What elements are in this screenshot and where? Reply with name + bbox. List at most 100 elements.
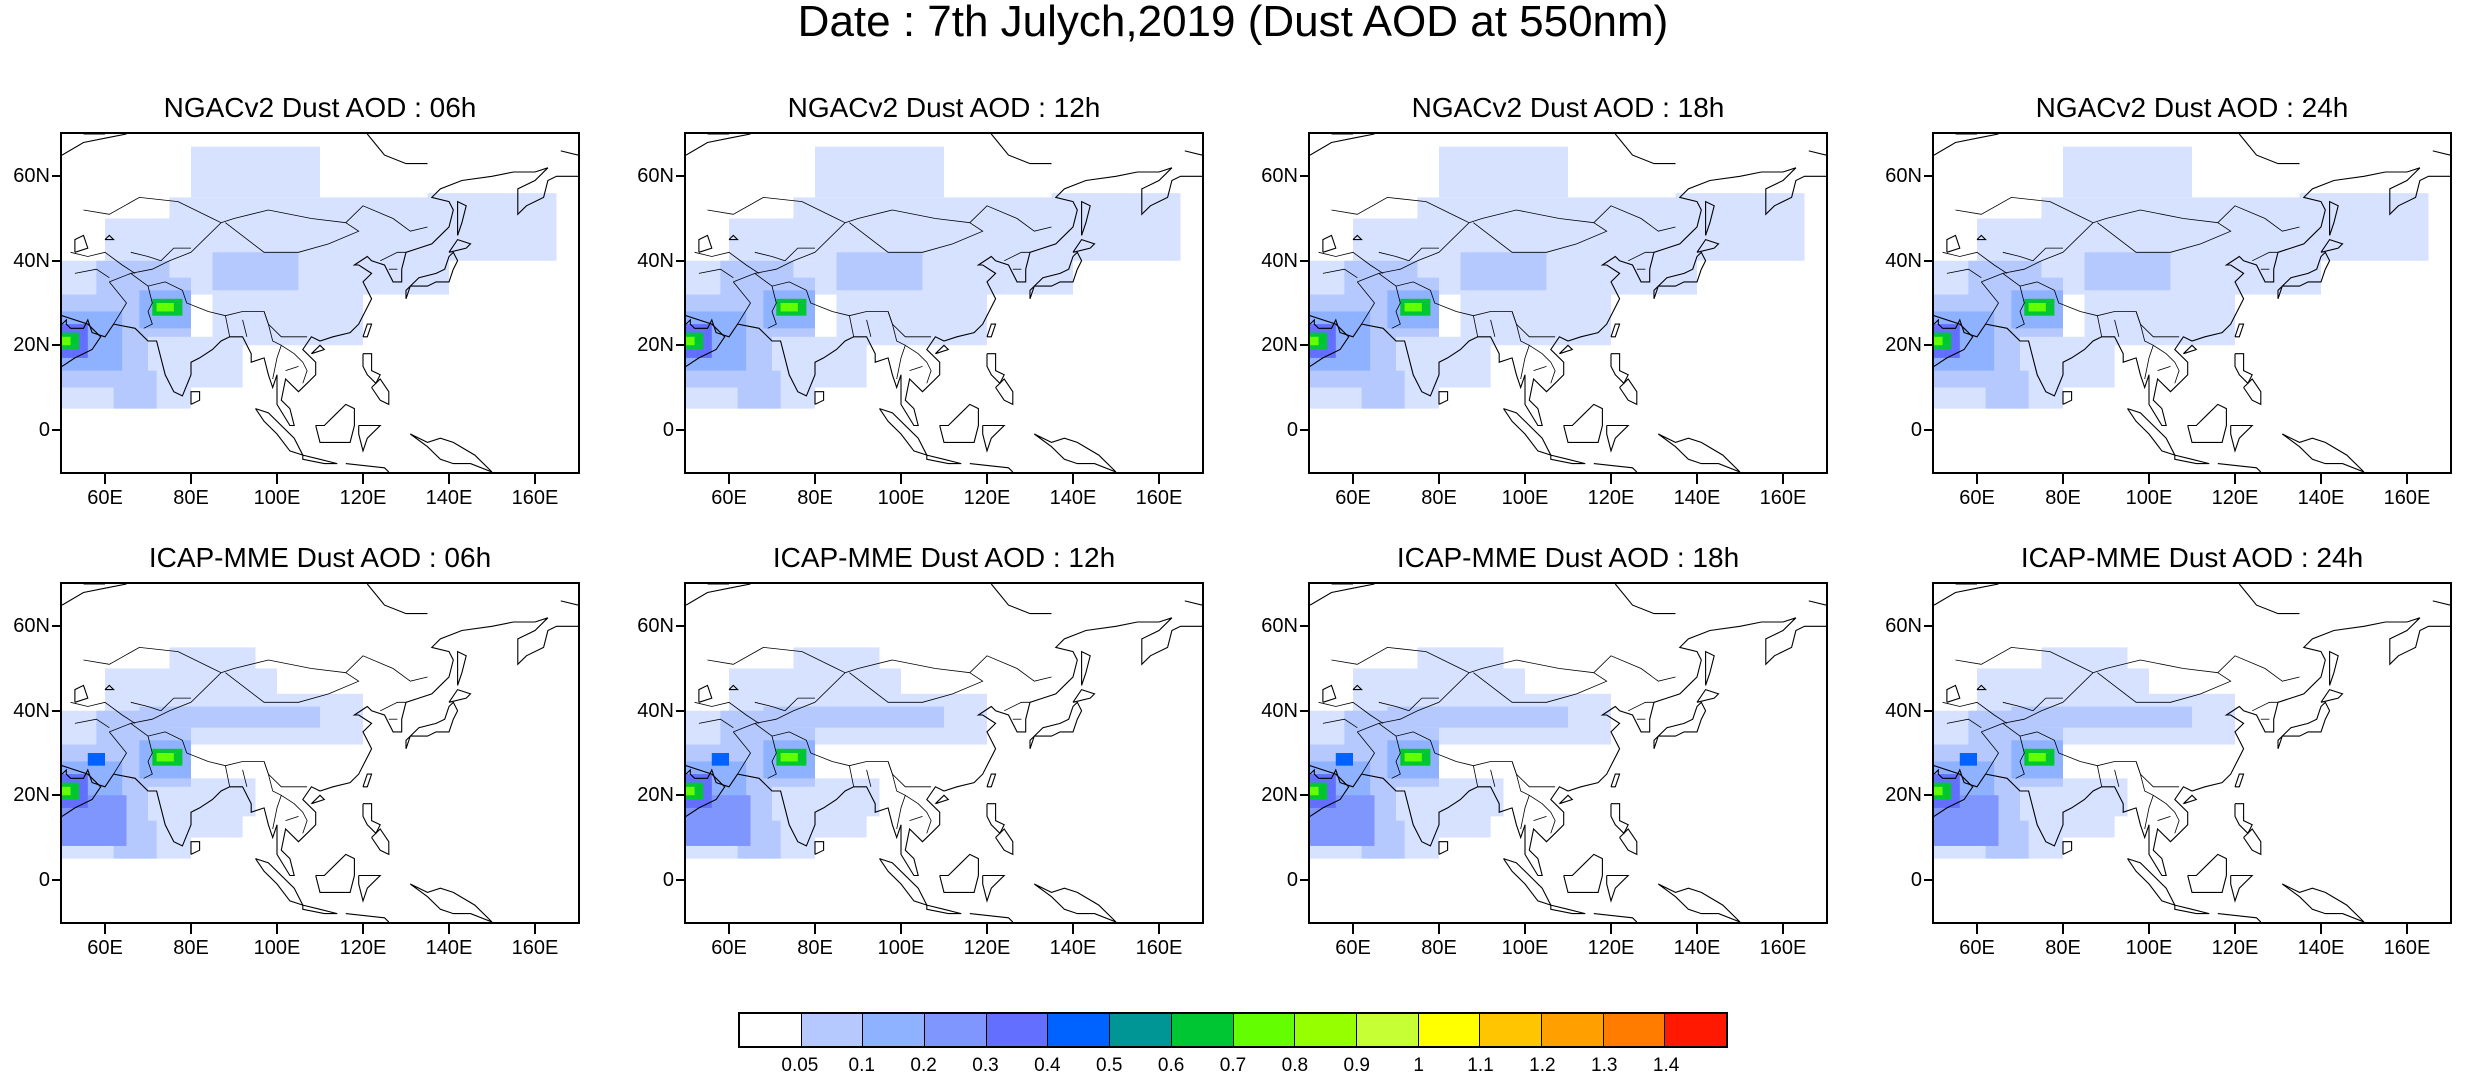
lon-tick (2234, 924, 2236, 934)
lat-tick (1300, 175, 1310, 178)
lon-tick (276, 474, 278, 484)
map-panel: NGACv2 Dust AOD : 24h 60N 40N 20N 0 60E 80E 100… (1882, 92, 2466, 542)
lon-tick (2320, 474, 2322, 484)
coastline (707, 196, 846, 224)
coastline (1408, 247, 1439, 262)
map-panel: NGACv2 Dust AOD : 18h 60N 40N 20N 0 60E 80E 100… (1258, 92, 1878, 542)
lon-tick (1072, 924, 1074, 934)
lon-tick-label: 60E (87, 937, 123, 959)
lon-tick (1610, 924, 1612, 934)
lon-tick-label: 160E (1135, 487, 1183, 509)
coastline (1657, 883, 1741, 922)
lon-tick (2062, 474, 2064, 484)
dust-region (1404, 303, 1422, 312)
coastline (285, 366, 299, 371)
coastline (560, 600, 578, 606)
dust-region (1959, 753, 1977, 766)
coastline (754, 251, 786, 262)
coastline (694, 251, 760, 274)
lon-tick-label: 100E (1501, 487, 1549, 509)
coastline (2032, 697, 2063, 712)
coastline (2062, 841, 2073, 855)
lon-tick (1158, 474, 1160, 484)
dust-region (1460, 281, 1611, 346)
coastline (707, 646, 846, 674)
coastline (62, 134, 127, 156)
coastline (1490, 319, 1496, 337)
coastline (814, 841, 825, 855)
lon-tick (814, 474, 816, 484)
coastline (2320, 238, 2344, 253)
coastline (2015, 736, 2025, 779)
dust-region (815, 146, 944, 198)
panel-title: ICAP-MME Dust AOD : 18h (1396, 542, 1740, 573)
coastline (2157, 816, 2171, 821)
coastline (281, 344, 308, 384)
coastline (1955, 646, 2094, 674)
lat-tick (676, 878, 686, 881)
lon-tick-label: 120E (2211, 487, 2259, 509)
coastline (2320, 688, 2344, 703)
map-panel: ICAP-MME Dust AOD : 06h 60N 40N 20N 0 60E 80E 1… (10, 542, 630, 992)
lat-tick-label: 0 (662, 418, 674, 441)
lat-tick-label: 20N (1261, 334, 1298, 357)
coastline (986, 323, 997, 338)
coastline (1559, 794, 1574, 805)
coastline (2174, 904, 2210, 915)
dust-region (737, 370, 781, 409)
coastline (686, 617, 1202, 877)
coastline (362, 353, 381, 385)
coastline (1004, 701, 1030, 712)
coastline (1310, 134, 1375, 156)
colorbar-swatch (1418, 1014, 1481, 1046)
coastline (728, 684, 739, 691)
coastline (728, 234, 739, 241)
coastline (2097, 315, 2103, 337)
dust-region (87, 753, 105, 766)
coastline (302, 904, 338, 915)
coastline (1322, 684, 1337, 703)
coastline (1391, 736, 1401, 779)
lat-tick (1300, 259, 1310, 262)
lon-tick-label: 80E (2045, 937, 2081, 959)
coastline (1610, 353, 1629, 385)
coastline (2230, 874, 2254, 903)
dust-region (1439, 146, 1568, 198)
lon-tick-label: 120E (963, 937, 1011, 959)
coastline (190, 391, 201, 405)
lon-tick-label: 60E (711, 937, 747, 959)
coastline (1593, 913, 1638, 922)
colorbar-label: 1.2 (1529, 1055, 1556, 1076)
coastline (969, 463, 1014, 472)
coastline (694, 701, 760, 724)
dust-region (836, 281, 987, 346)
coastline (315, 853, 355, 893)
coastline (995, 378, 1014, 406)
panel-title: NGACv2 Dust AOD : 12h (787, 92, 1101, 123)
coastline (448, 688, 472, 703)
lat-tick (1924, 709, 1934, 712)
lat-tick-label: 0 (1910, 868, 1922, 891)
colorbar-swatch (740, 1014, 802, 1046)
coastline (1955, 196, 2094, 224)
dust-aod-map (1310, 134, 1826, 472)
coastline (1310, 584, 1375, 606)
lon-tick (190, 924, 192, 934)
coastline (1976, 684, 1987, 691)
coastline (2183, 344, 2198, 355)
coastline (1184, 600, 1202, 606)
coastline (939, 403, 979, 443)
coastline (754, 701, 786, 712)
coastline (2281, 433, 2365, 472)
coastline (2174, 454, 2210, 465)
lon-tick (728, 924, 730, 934)
lon-tick-label: 120E (339, 937, 387, 959)
dust-region (836, 252, 923, 291)
lon-tick (1976, 474, 1978, 484)
panel-title: ICAP-MME Dust AOD : 24h (2020, 542, 2364, 573)
lon-tick-label: 80E (797, 937, 833, 959)
coastline (2252, 701, 2278, 712)
lon-tick (2406, 924, 2408, 934)
lon-tick (2320, 924, 2322, 934)
coastline (1550, 904, 1586, 915)
